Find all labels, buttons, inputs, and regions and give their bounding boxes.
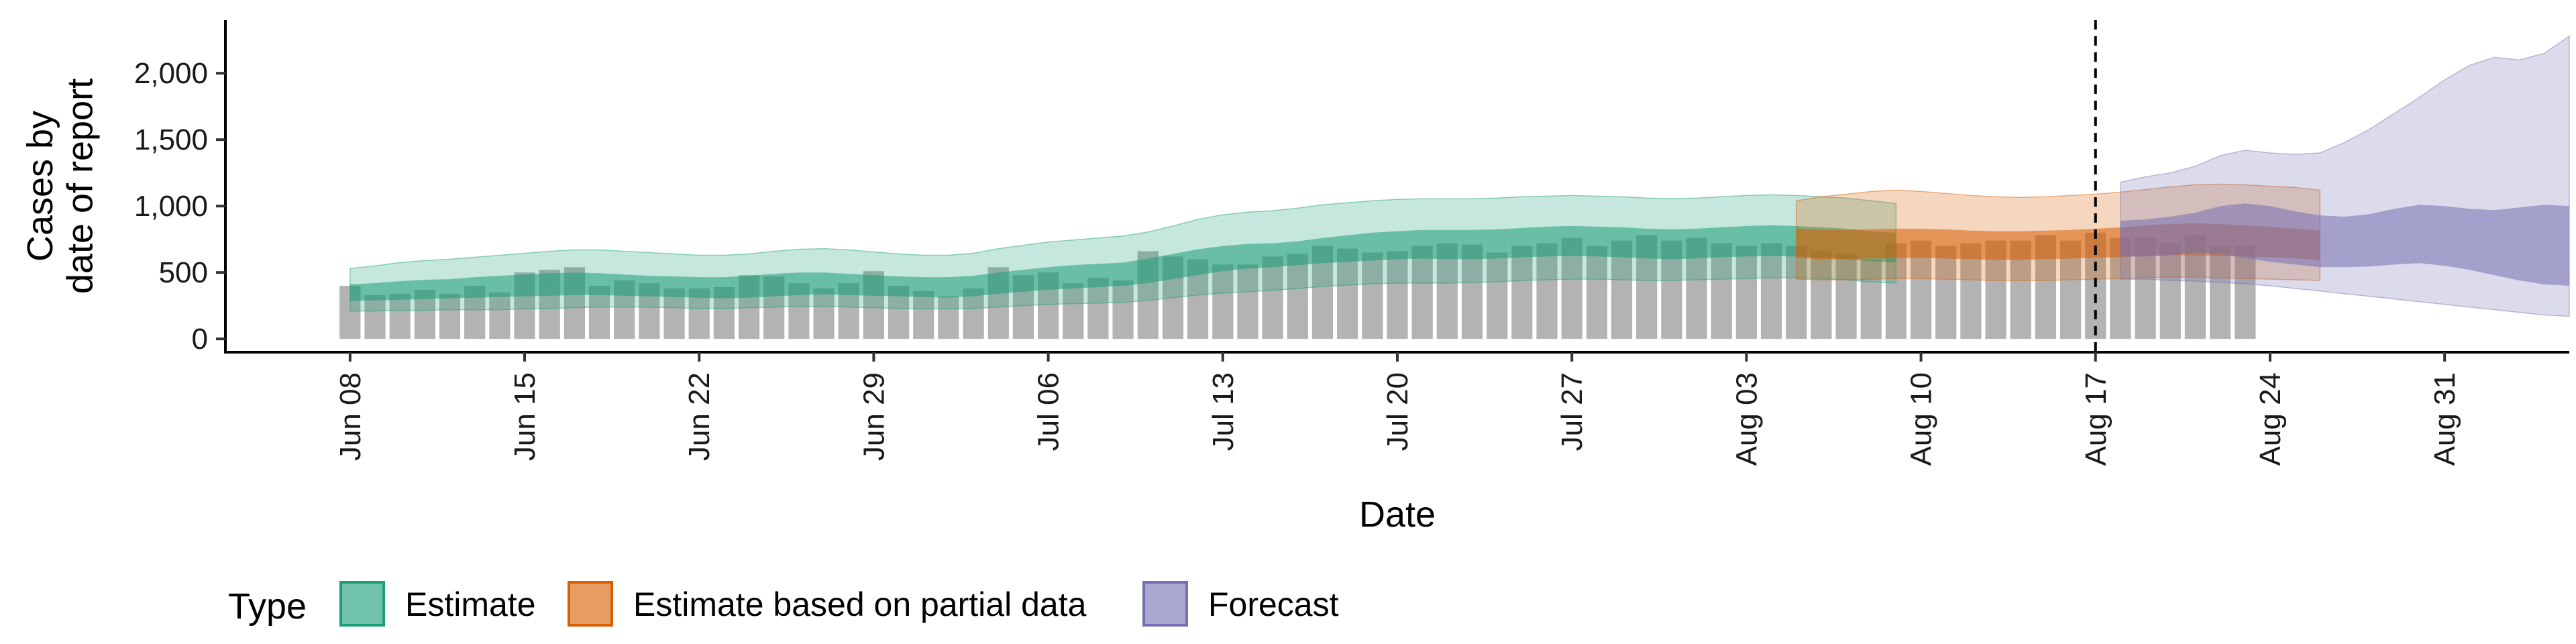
reported-cases-bar [1212, 264, 1234, 339]
legend-key-forecast [1142, 581, 1188, 627]
y-axis-title-line: Cases by [20, 111, 60, 262]
reported-cases-bar [1860, 259, 1882, 339]
reported-cases-bar [1487, 252, 1508, 339]
reported-cases-bar [1262, 256, 1283, 339]
legend: Type Estimate Estimate based on partial d… [228, 581, 1339, 627]
reported-cases-bar [1087, 278, 1109, 339]
y-tick-label: 1,500 [134, 123, 208, 156]
reported-cases-bar [1835, 254, 1857, 339]
reported-cases-bar [1511, 246, 1533, 339]
reported-cases-bar [813, 288, 835, 339]
reported-cases-bar [1112, 280, 1134, 339]
reported-cases-bar [1786, 246, 1807, 339]
reported-cases-bar [489, 292, 511, 339]
x-tick-label: Aug 10 [1905, 372, 1938, 466]
x-tick-label: Jul 27 [1556, 372, 1589, 451]
reported-cases-bar [439, 293, 461, 339]
reported-cases-bar [1287, 254, 1308, 339]
y-tick-label: 0 [192, 323, 208, 356]
reported-cases-bar [364, 294, 386, 339]
reported-cases-bar [1362, 252, 1383, 339]
forecast-band-50 [2120, 203, 2569, 286]
y-tick-label: 2,000 [134, 57, 208, 90]
y-axis-title: Cases bydate of report [20, 78, 100, 294]
x-tick-label: Jul 13 [1207, 372, 1240, 451]
reported-cases-bar [1337, 248, 1358, 339]
legend-key-estimate-based-on-partial-data [568, 581, 613, 627]
reported-cases-bar [1811, 251, 1832, 339]
x-axis-ticks: Jun 08 Jun 15 Jun 22 Jun 29 Jul 06 Jul 13 Jul … [334, 352, 2461, 466]
estimate-bands [350, 35, 2570, 317]
x-tick-label: Aug 03 [1730, 372, 1763, 466]
x-tick-label: Jun 22 [683, 372, 716, 461]
reported-cases-bar [963, 288, 984, 339]
legend-title: Type [228, 586, 307, 627]
reported-cases-bar [1711, 243, 1732, 339]
reported-cases-bar [1735, 246, 1757, 339]
reported-cases-bar [2210, 246, 2231, 339]
y-axis-title-line: date of report [60, 78, 100, 294]
reported-cases-bar [1935, 246, 1957, 339]
x-tick-label: Jun 29 [857, 372, 890, 461]
x-tick-label: Aug 17 [2080, 372, 2112, 466]
x-tick-label: Jun 15 [508, 372, 541, 461]
y-tick-label: 500 [159, 256, 208, 289]
y-axis-ticks: 0 500 1,000 1,500 2,000 [134, 57, 225, 356]
reported-cases-bar [913, 290, 934, 339]
x-axis-title: Date [1359, 494, 1436, 535]
reported-cases-bar [1461, 244, 1483, 339]
y-tick-label: 1,000 [134, 190, 208, 223]
x-tick-label: Jul 20 [1381, 372, 1414, 451]
reported-cases-bar [1586, 246, 1607, 339]
reported-cases-bar [1237, 264, 1258, 339]
x-tick-label: Jul 06 [1032, 372, 1065, 451]
reported-cases-bar [389, 293, 411, 339]
reported-cases-bar [2235, 246, 2256, 339]
x-tick-label: Aug 31 [2428, 372, 2461, 466]
reported-cases-bar [1536, 243, 1558, 339]
x-tick-label: Aug 24 [2254, 372, 2287, 466]
legend-label: Estimate [405, 586, 536, 623]
legend-label: Forecast [1208, 586, 1339, 623]
reported-cases-bar [2159, 243, 2181, 339]
reported-cases-bar [938, 296, 959, 339]
reported-cases-bar [1760, 243, 1782, 339]
legend-label: Estimate based on partial data [633, 586, 1087, 623]
legend-key-estimate [339, 581, 385, 627]
reported-cases-bar [1387, 251, 1408, 339]
x-tick-label: Jun 08 [334, 372, 367, 461]
reported-cases-bar [1063, 283, 1084, 339]
reported-cases-bar [1411, 246, 1433, 339]
estimate-band-50 [350, 225, 1896, 301]
